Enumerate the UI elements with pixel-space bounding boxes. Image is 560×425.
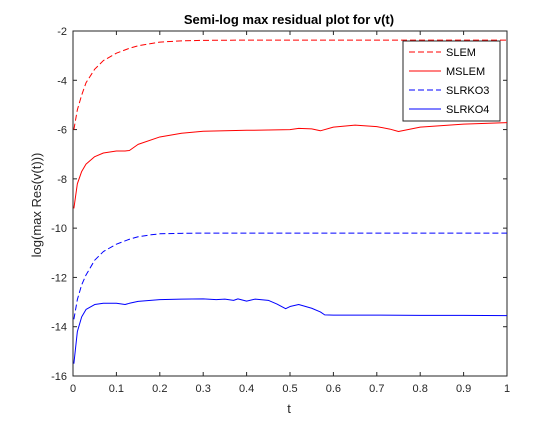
legend-label-slem: SLEM <box>446 47 476 59</box>
legend-label-mslem: MSLEM <box>446 66 485 78</box>
x-tick-label: 0.4 <box>239 383 254 395</box>
series-line-mslem <box>73 122 508 209</box>
y-tick-label: -10 <box>51 223 67 235</box>
legend-label-slrko4: SLRKO4 <box>446 104 489 116</box>
x-tick-label: 0.5 <box>282 383 297 395</box>
y-tick-label: -8 <box>57 174 67 186</box>
x-tick-label: 0.2 <box>152 383 167 395</box>
x-tick-label: 0 <box>70 383 76 395</box>
y-tick-label: -6 <box>57 125 67 137</box>
x-tick-label: 0.9 <box>456 383 471 395</box>
x-tick-label: 0.8 <box>413 383 428 395</box>
y-tick-label: -12 <box>51 272 67 284</box>
legend: SLEM MSLEM SLRKO3 SLRKO4 <box>402 40 501 122</box>
x-tick-label: 1 <box>504 383 510 395</box>
y-tick-label: -2 <box>57 26 67 38</box>
series-line-slrko3 <box>73 232 507 320</box>
x-tick-label: 0.1 <box>109 383 124 395</box>
y-tick-label: -4 <box>57 75 67 87</box>
x-tick-label: 0.7 <box>369 383 384 395</box>
legend-label-slrko3: SLRKO3 <box>446 85 489 97</box>
y-tick-label: -14 <box>51 322 67 334</box>
y-axis-label: log(max Res(v(t))) <box>29 153 44 258</box>
x-tick-label: 0.6 <box>326 383 341 395</box>
legend-box <box>402 40 501 122</box>
y-tick-label: -16 <box>51 371 67 383</box>
series-line-slrko4 <box>73 298 508 364</box>
x-axis-label: t <box>287 401 291 416</box>
series-line-slem <box>73 39 507 130</box>
chart-title: Semi-log max residual plot for v(t) <box>184 12 394 27</box>
x-tick-label: 0.3 <box>196 383 211 395</box>
